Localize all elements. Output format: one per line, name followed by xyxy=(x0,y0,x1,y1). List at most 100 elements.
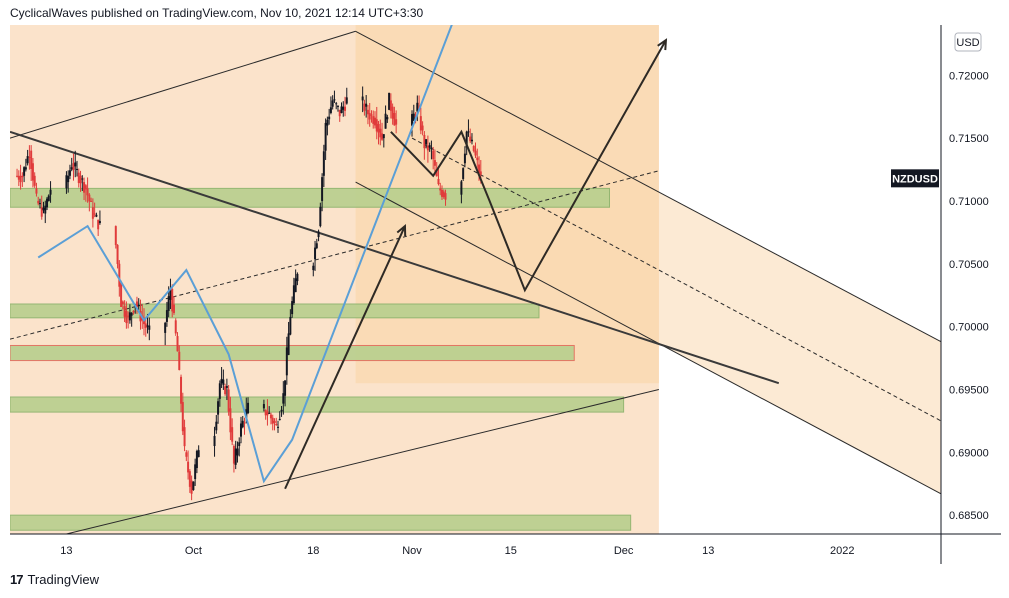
time-tick-label: 15 xyxy=(505,545,517,557)
candle-body xyxy=(245,409,248,418)
candle-body xyxy=(287,333,290,355)
candle-body xyxy=(425,139,428,145)
candle-body xyxy=(470,139,473,142)
descending-channel-fill xyxy=(355,31,941,494)
candle-body xyxy=(345,97,348,104)
tradingview-brand[interactable]: TradingView xyxy=(27,572,100,587)
candle-body xyxy=(38,203,41,205)
candle-body xyxy=(98,221,101,223)
time-tick-label: Oct xyxy=(185,545,202,557)
candle-body xyxy=(289,316,292,335)
candle-body xyxy=(225,386,228,388)
candle-body xyxy=(187,461,190,473)
candle-body xyxy=(188,471,191,487)
candle-body xyxy=(273,420,276,423)
time-tick-label: 13 xyxy=(702,545,714,557)
candle-body xyxy=(336,105,339,107)
support-zone xyxy=(10,396,625,413)
candle-body xyxy=(439,188,442,191)
symbol-badge xyxy=(891,169,939,188)
candle-body xyxy=(426,145,429,151)
candle-body xyxy=(315,243,318,249)
candle-body xyxy=(135,301,138,308)
candle-body xyxy=(171,288,174,312)
candle-body xyxy=(83,182,86,193)
price-tick-label: 0.69500 xyxy=(949,384,989,396)
candle-body xyxy=(262,404,265,409)
candle-body xyxy=(264,409,267,416)
candle-body xyxy=(375,119,378,132)
candle-body xyxy=(128,312,131,321)
currency-badge xyxy=(954,32,982,52)
candle-body xyxy=(430,147,433,150)
candle-body xyxy=(30,150,33,169)
candle-body xyxy=(72,163,75,170)
candle-body xyxy=(231,427,234,442)
time-tick-label: 13 xyxy=(60,545,72,557)
candle-body xyxy=(227,389,230,412)
candle-body xyxy=(469,136,472,142)
candle-body xyxy=(143,320,146,325)
candle-body xyxy=(366,109,369,115)
candle-body xyxy=(190,480,193,494)
candle-body xyxy=(86,188,89,196)
candle-body xyxy=(391,106,394,119)
candle-body xyxy=(382,134,385,139)
candle-body xyxy=(35,188,38,194)
tradingview-logo-icon[interactable]: 17 xyxy=(10,572,24,587)
candle-body xyxy=(23,167,26,176)
candle-body xyxy=(266,411,269,416)
candle-body xyxy=(275,424,278,426)
candle-body xyxy=(97,219,100,230)
candle-body xyxy=(476,157,479,161)
candle-body xyxy=(338,109,341,117)
footer: 17 TradingView xyxy=(10,572,99,587)
candle-body xyxy=(79,175,82,184)
rising-channel-upper xyxy=(10,30,356,139)
candle-body xyxy=(370,114,373,116)
candle-body xyxy=(42,207,45,211)
descending-channel-midline xyxy=(411,137,942,422)
candle-body xyxy=(395,119,398,125)
candle-body xyxy=(277,426,280,428)
candle-body xyxy=(411,114,414,126)
candle-body xyxy=(185,452,188,457)
candle-body xyxy=(125,310,128,324)
candle-body xyxy=(388,92,391,110)
candle-body xyxy=(379,128,382,138)
arrowhead-mid xyxy=(396,223,407,237)
candle-body xyxy=(197,450,200,458)
candle-body xyxy=(67,175,70,183)
candle-body xyxy=(321,177,324,201)
chart-area[interactable]: 0.72000 0.71500 0.71000 0.70500 0.70000 0.695… xyxy=(10,25,1001,564)
candle-body xyxy=(344,106,347,111)
support-zone xyxy=(10,303,540,319)
candle-body xyxy=(194,464,197,480)
price-tick-label: 0.70000 xyxy=(949,322,989,334)
candle-body xyxy=(428,145,431,148)
candle-body xyxy=(65,175,68,189)
candle-body xyxy=(372,116,375,124)
candle-body xyxy=(462,168,465,179)
price-chart[interactable]: 0.72000 0.71500 0.71000 0.70500 0.70000 0.695… xyxy=(10,25,1001,564)
candle-body xyxy=(70,167,73,170)
candle-body xyxy=(479,171,482,175)
candle-body xyxy=(17,175,20,180)
candle-body xyxy=(144,323,147,328)
price-tick-label: 0.69000 xyxy=(949,447,989,459)
candle-body xyxy=(81,178,84,180)
candle-body xyxy=(268,412,271,414)
axes: 0.72000 0.71500 0.71000 0.70500 0.70000 0.695… xyxy=(10,25,1001,564)
time-tick-label: 2022 xyxy=(830,545,854,557)
candle-body xyxy=(440,189,443,197)
candle-body xyxy=(74,162,77,167)
candle-body xyxy=(280,409,283,412)
candle-body xyxy=(37,200,40,204)
candle-body xyxy=(389,100,392,111)
candles xyxy=(16,86,482,501)
candle-body xyxy=(340,106,343,113)
projection-path xyxy=(390,39,667,293)
candle-body xyxy=(271,417,274,424)
support-zone xyxy=(10,187,611,208)
candle-body xyxy=(217,401,220,415)
